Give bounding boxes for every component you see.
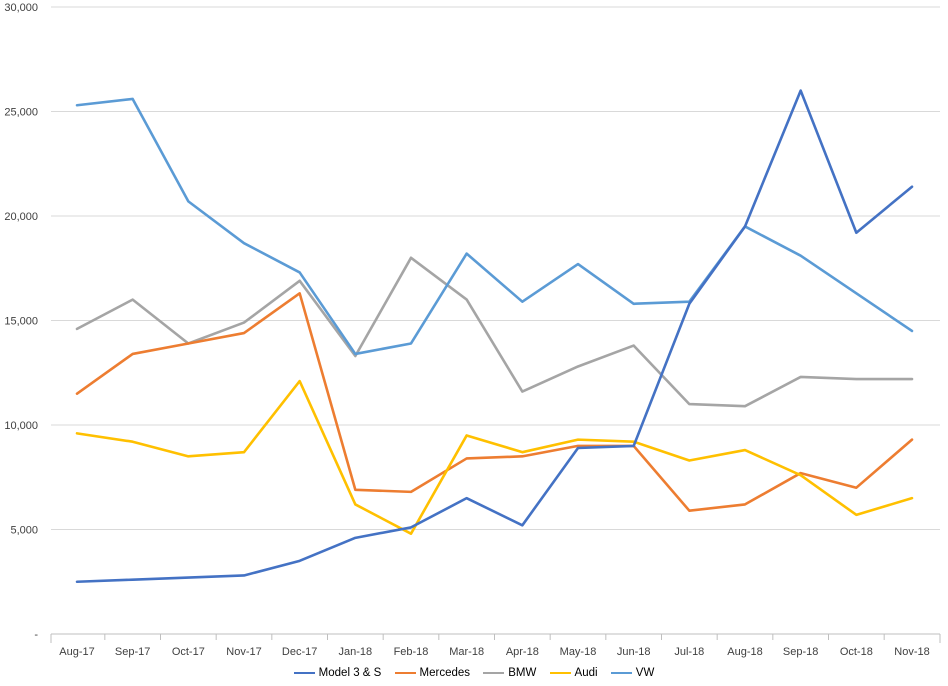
svg-text:Mar-18: Mar-18 — [449, 646, 484, 658]
svg-text:Feb-18: Feb-18 — [394, 646, 429, 658]
svg-text:Apr-18: Apr-18 — [506, 646, 539, 658]
svg-text:Sep-17: Sep-17 — [115, 646, 150, 658]
svg-text:Jul-18: Jul-18 — [674, 646, 704, 658]
svg-text:Nov-18: Nov-18 — [894, 646, 929, 658]
svg-text:Sep-18: Sep-18 — [783, 646, 818, 658]
svg-text:5,000: 5,000 — [10, 525, 38, 537]
svg-text:10,000: 10,000 — [4, 420, 38, 432]
svg-text:Oct-17: Oct-17 — [172, 646, 205, 658]
svg-text:Aug-18: Aug-18 — [727, 646, 762, 658]
svg-text:15,000: 15,000 — [4, 316, 38, 328]
svg-text:Jun-18: Jun-18 — [617, 646, 651, 658]
svg-text:25,000: 25,000 — [4, 107, 38, 119]
svg-text:Oct-18: Oct-18 — [840, 646, 873, 658]
svg-text:Jan-18: Jan-18 — [339, 646, 373, 658]
svg-text:30,000: 30,000 — [4, 2, 38, 14]
svg-text:Dec-17: Dec-17 — [282, 646, 317, 658]
svg-text:May-18: May-18 — [560, 646, 597, 658]
svg-text:-: - — [34, 629, 38, 641]
svg-text:20,000: 20,000 — [4, 211, 38, 223]
svg-text:Nov-17: Nov-17 — [226, 646, 261, 658]
svg-text:Aug-17: Aug-17 — [59, 646, 94, 658]
